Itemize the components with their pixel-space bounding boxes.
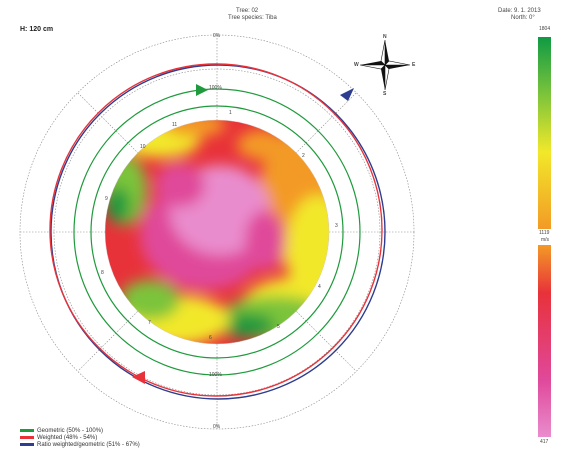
sensor-label-10: 10 — [140, 144, 146, 150]
outer-ring-bottom-label: 0% — [213, 424, 221, 430]
outer-ring-top-label: 0% — [213, 33, 221, 39]
compass-west: W — [354, 62, 359, 68]
legend-ratio: Ratio weighted/geometric (51% - 67%) — [20, 441, 140, 448]
polar-grid — [19, 34, 415, 430]
sensor-label-3: 3 — [335, 223, 338, 229]
inner-ring-bottom-label: 100% — [209, 372, 222, 378]
velocity-map — [105, 120, 329, 344]
scale-bar-upper — [538, 37, 551, 229]
legend-weighted-swatch — [20, 436, 34, 439]
geometric-marker — [196, 84, 208, 96]
legend-geometric-label: Geometric (50% - 100%) — [37, 427, 104, 434]
sensor-label-11: 11 — [172, 122, 178, 128]
ratio-marker — [340, 88, 354, 101]
sensor-label-2: 2 — [302, 153, 305, 159]
geometric-ring-inner — [90, 105, 344, 359]
weighted-ring — [49, 63, 383, 397]
legend-ratio-swatch — [20, 443, 34, 446]
sensor-label-6: 6 — [209, 335, 212, 341]
scale-max: 1804 — [539, 26, 551, 32]
compass-south: S — [383, 91, 387, 97]
legend-geometric: Geometric (50% - 100%) — [20, 427, 140, 434]
legend-weighted-label: Weighted (48% - 54%) — [37, 434, 98, 441]
tree-species: Tree species: Tiba — [228, 15, 277, 21]
sensor-label-8: 8 — [101, 270, 104, 276]
ratio-ring — [50, 64, 386, 400]
legend-weighted: Weighted (48% - 54%) — [20, 434, 140, 441]
compass-rose — [359, 39, 411, 91]
compass-north: N — [383, 34, 387, 40]
inner-ring-top-label: 100% — [209, 85, 222, 91]
scale-bar-lower — [538, 245, 551, 437]
legend-ratio-label: Ratio weighted/geometric (51% - 67%) — [37, 441, 140, 448]
sensor-label-1: 1 — [229, 110, 232, 116]
sensor-label-7: 7 — [148, 320, 151, 326]
measurement-date: Date: 9. 1. 2013 — [498, 8, 541, 14]
sensor-label-4: 4 — [318, 284, 321, 290]
geometric-ring-outer — [73, 88, 361, 376]
north-angle: North: 0° — [511, 15, 535, 21]
height-label: H: 120 cm — [20, 26, 54, 33]
weighted-marker — [132, 371, 145, 384]
sensor-label-9: 9 — [105, 196, 108, 202]
tree-id: Tree: 02 — [236, 8, 259, 14]
legend-geometric-swatch — [20, 429, 34, 432]
sensor-label-5: 5 — [277, 324, 280, 330]
legend: Geometric (50% - 100%) Weighted (48% - 5… — [20, 427, 140, 448]
scale-mid: 1119 — [539, 230, 550, 236]
scale-min: 417 — [540, 439, 549, 445]
compass-east: E — [412, 62, 416, 68]
scale-unit: m/s — [541, 237, 550, 243]
